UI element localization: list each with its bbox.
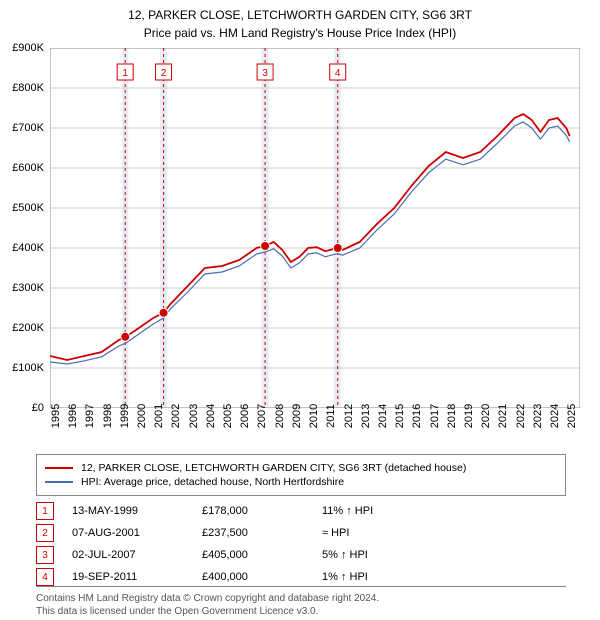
event-date: 07-AUG-2001 bbox=[72, 527, 202, 539]
x-tick-label: 2005 bbox=[222, 404, 234, 428]
event-price: £405,000 bbox=[202, 549, 322, 561]
legend-label: 12, PARKER CLOSE, LETCHWORTH GARDEN CITY… bbox=[81, 462, 466, 474]
x-tick-label: 2000 bbox=[136, 404, 148, 428]
event-pct: ≈ HPI bbox=[322, 527, 402, 539]
legend: 12, PARKER CLOSE, LETCHWORTH GARDEN CITY… bbox=[36, 454, 566, 496]
y-tick-label: £700K bbox=[12, 122, 44, 134]
y-tick-label: £600K bbox=[12, 162, 44, 174]
x-tick-label: 2009 bbox=[291, 404, 303, 428]
event-marker: 2 bbox=[36, 524, 54, 542]
event-pct: 1% ↑ HPI bbox=[322, 571, 402, 583]
x-axis: 1995199619971998199920002001200220032004… bbox=[50, 412, 580, 452]
x-tick-label: 2016 bbox=[411, 404, 423, 428]
attribution: Contains HM Land Registry data © Crown c… bbox=[36, 586, 566, 618]
x-tick-label: 2015 bbox=[394, 404, 406, 428]
legend-swatch bbox=[45, 467, 73, 469]
event-row: 4 19-SEP-2011£400,0001% ↑ HPI bbox=[36, 566, 566, 588]
x-tick-label: 2003 bbox=[188, 404, 200, 428]
x-tick-label: 1996 bbox=[67, 404, 79, 428]
y-tick-label: £900K bbox=[12, 42, 44, 54]
y-tick-label: £200K bbox=[12, 322, 44, 334]
x-tick-label: 2023 bbox=[532, 404, 544, 428]
legend-item: 12, PARKER CLOSE, LETCHWORTH GARDEN CITY… bbox=[45, 461, 557, 475]
x-tick-label: 2011 bbox=[325, 404, 337, 428]
event-pct: 5% ↑ HPI bbox=[322, 549, 402, 561]
x-tick-label: 2018 bbox=[446, 404, 458, 428]
chart-svg: 1 2 3 4 bbox=[50, 48, 580, 408]
y-tick-label: £800K bbox=[12, 82, 44, 94]
x-tick-label: 2025 bbox=[566, 404, 578, 428]
x-tick-label: 2022 bbox=[515, 404, 527, 428]
event-date: 13-MAY-1999 bbox=[72, 505, 202, 517]
svg-text:2: 2 bbox=[161, 68, 167, 79]
y-axis: £0£100K£200K£300K£400K£500K£600K£700K£80… bbox=[0, 48, 48, 408]
legend-item: HPI: Average price, detached house, Nort… bbox=[45, 475, 557, 489]
y-tick-label: £500K bbox=[12, 202, 44, 214]
event-row: 2 07-AUG-2001£237,500≈ HPI bbox=[36, 522, 566, 544]
x-tick-label: 2017 bbox=[429, 404, 441, 428]
x-tick-label: 2010 bbox=[308, 404, 320, 428]
x-tick-label: 2006 bbox=[239, 404, 251, 428]
svg-text:1: 1 bbox=[122, 68, 128, 79]
x-tick-label: 2004 bbox=[205, 404, 217, 428]
x-tick-label: 2001 bbox=[153, 404, 165, 428]
x-tick-label: 1999 bbox=[119, 404, 131, 428]
x-tick-label: 2007 bbox=[256, 404, 268, 428]
title-line-2: Price paid vs. HM Land Registry's House … bbox=[0, 24, 600, 42]
event-price: £178,000 bbox=[202, 505, 322, 517]
event-marker: 4 bbox=[36, 568, 54, 586]
x-tick-label: 2019 bbox=[463, 404, 475, 428]
y-tick-label: £400K bbox=[12, 242, 44, 254]
attribution-line-2: This data is licensed under the Open Gov… bbox=[36, 605, 566, 618]
x-tick-label: 2014 bbox=[377, 404, 389, 428]
title-block: 12, PARKER CLOSE, LETCHWORTH GARDEN CITY… bbox=[0, 0, 600, 42]
event-date: 02-JUL-2007 bbox=[72, 549, 202, 561]
x-tick-label: 1997 bbox=[84, 404, 96, 428]
svg-text:3: 3 bbox=[262, 68, 268, 79]
x-tick-label: 2012 bbox=[343, 404, 355, 428]
event-marker: 3 bbox=[36, 546, 54, 564]
chart-area: 1 2 3 4 bbox=[50, 48, 580, 408]
events-table: 1 13-MAY-1999£178,00011% ↑ HPI 2 07-AUG-200… bbox=[36, 500, 566, 588]
legend-label: HPI: Average price, detached house, Nort… bbox=[81, 476, 344, 488]
x-tick-label: 2020 bbox=[480, 404, 492, 428]
y-tick-label: £100K bbox=[12, 362, 44, 374]
x-tick-label: 2013 bbox=[360, 404, 372, 428]
x-tick-label: 2021 bbox=[497, 404, 509, 428]
title-line-1: 12, PARKER CLOSE, LETCHWORTH GARDEN CITY… bbox=[0, 6, 600, 24]
event-row: 3 02-JUL-2007£405,0005% ↑ HPI bbox=[36, 544, 566, 566]
x-tick-label: 2008 bbox=[274, 404, 286, 428]
attribution-line-1: Contains HM Land Registry data © Crown c… bbox=[36, 592, 566, 605]
chart-container: 12, PARKER CLOSE, LETCHWORTH GARDEN CITY… bbox=[0, 0, 600, 620]
svg-text:4: 4 bbox=[335, 68, 341, 79]
x-tick-label: 2002 bbox=[170, 404, 182, 428]
event-price: £237,500 bbox=[202, 527, 322, 539]
y-tick-label: £300K bbox=[12, 282, 44, 294]
event-price: £400,000 bbox=[202, 571, 322, 583]
y-tick-label: £0 bbox=[32, 402, 44, 414]
legend-swatch bbox=[45, 481, 73, 483]
event-row: 1 13-MAY-1999£178,00011% ↑ HPI bbox=[36, 500, 566, 522]
x-tick-label: 1995 bbox=[50, 404, 62, 428]
x-tick-label: 1998 bbox=[102, 404, 114, 428]
event-pct: 11% ↑ HPI bbox=[322, 505, 402, 517]
x-tick-label: 2024 bbox=[549, 404, 561, 428]
event-marker: 1 bbox=[36, 502, 54, 520]
event-date: 19-SEP-2011 bbox=[72, 571, 202, 583]
